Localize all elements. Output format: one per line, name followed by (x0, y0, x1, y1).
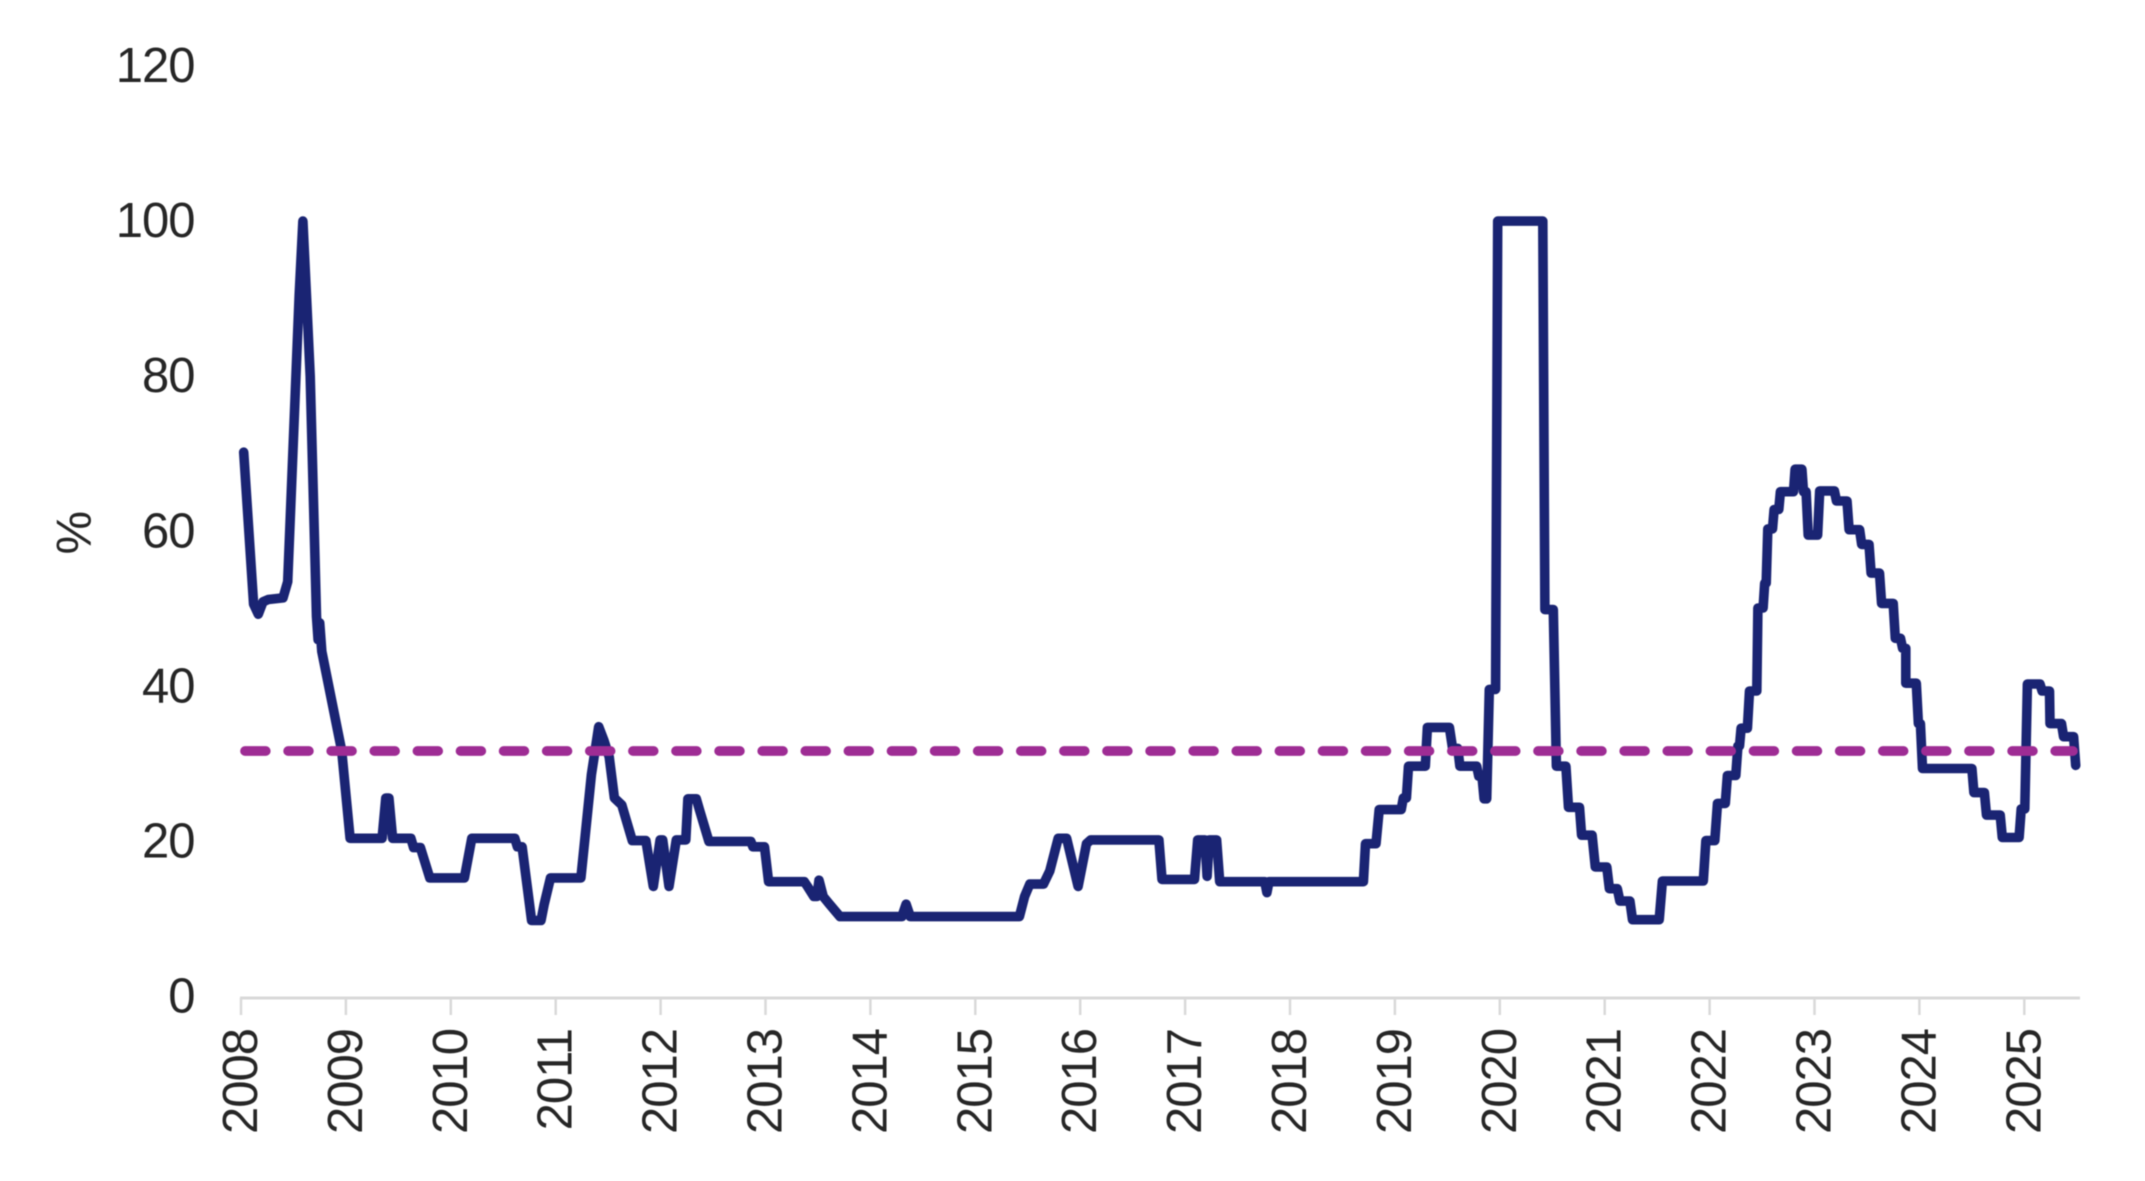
svg-text:2020: 2020 (1473, 1029, 1527, 1134)
svg-text:20: 20 (142, 814, 195, 868)
svg-text:60: 60 (142, 504, 195, 558)
svg-text:2018: 2018 (1263, 1029, 1317, 1134)
svg-text:2019: 2019 (1368, 1029, 1422, 1134)
svg-text:0: 0 (168, 970, 194, 1024)
svg-text:2021: 2021 (1578, 1029, 1632, 1134)
svg-text:2025: 2025 (1997, 1029, 2051, 1134)
svg-text:%: % (48, 512, 102, 555)
svg-text:100: 100 (116, 194, 195, 248)
svg-text:80: 80 (142, 349, 195, 403)
svg-text:2015: 2015 (948, 1029, 1002, 1134)
svg-text:2017: 2017 (1158, 1029, 1212, 1134)
svg-text:2008: 2008 (214, 1029, 268, 1134)
svg-text:2024: 2024 (1892, 1029, 1946, 1134)
svg-text:120: 120 (116, 39, 195, 93)
svg-text:2010: 2010 (424, 1029, 478, 1134)
svg-text:2023: 2023 (1788, 1029, 1842, 1134)
svg-text:2012: 2012 (634, 1029, 688, 1134)
svg-text:2009: 2009 (319, 1029, 373, 1134)
svg-text:40: 40 (142, 659, 195, 713)
svg-text:2022: 2022 (1683, 1029, 1737, 1134)
svg-text:2014: 2014 (843, 1029, 897, 1134)
svg-text:2013: 2013 (739, 1029, 793, 1134)
svg-text:2011: 2011 (529, 1029, 583, 1130)
svg-text:2016: 2016 (1053, 1029, 1107, 1134)
